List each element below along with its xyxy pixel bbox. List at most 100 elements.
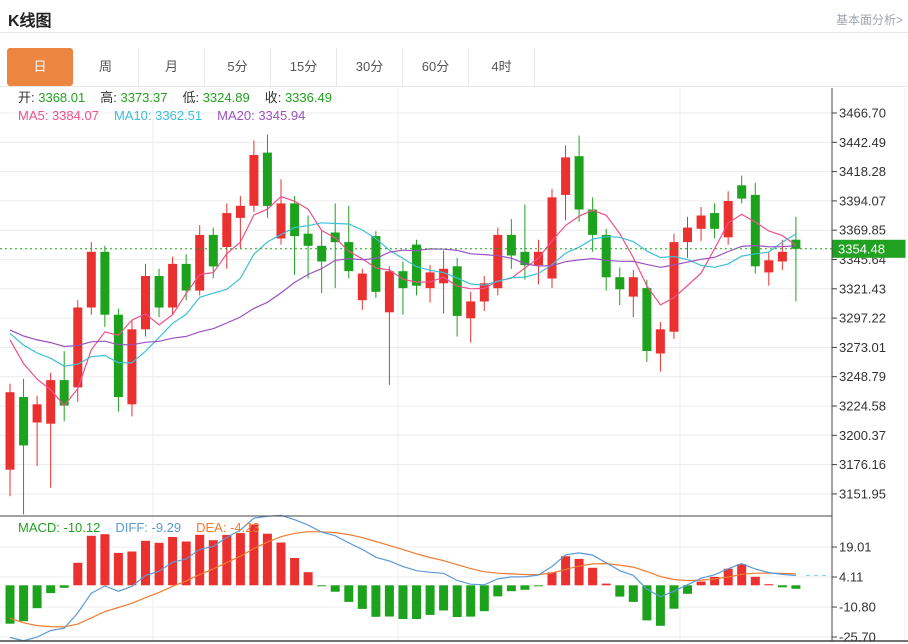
candle-down: [181, 263, 191, 291]
ma_bar-label: MA10:: [113, 108, 152, 123]
macd-histogram-bar: [777, 585, 787, 588]
macd-histogram-bar: [181, 541, 191, 586]
macd-histogram-bar: [479, 585, 489, 612]
fundamental-analysis-link[interactable]: 基本面分析>: [835, 13, 903, 27]
candle-up: [357, 273, 367, 301]
macd-histogram-bar: [669, 585, 679, 609]
candle-up: [683, 227, 692, 243]
macd-histogram-bar: [561, 556, 571, 586]
tab-period-7[interactable]: 4时: [469, 48, 535, 86]
macd-histogram-bar: [466, 585, 476, 617]
macd_bar-item: DEA: -4.23: [196, 520, 260, 535]
macd_bar-label: DIFF:: [115, 520, 148, 535]
macd_bar-label: DEA:: [196, 520, 227, 535]
info_bar-label: 开:: [18, 90, 35, 105]
ohlc-info-bar: 开: 3368.01 高: 3373.37 低: 3324.89 收: 3336.49: [18, 90, 347, 105]
macd-histogram-bar: [506, 585, 516, 592]
candle-down: [154, 276, 164, 308]
ma_bar-label: MA20:: [217, 108, 255, 123]
macd_bar-value: -9.29: [147, 520, 182, 535]
price-tick-label: 3297.22: [839, 311, 886, 326]
macd-histogram-bar: [655, 585, 665, 626]
macd-tick-label: -10.80: [839, 600, 876, 615]
macd-histogram-bar: [425, 585, 435, 615]
macd-histogram-bar: [5, 585, 15, 624]
macd-histogram-bar: [303, 572, 313, 586]
tab-period-6[interactable]: 60分: [403, 48, 469, 86]
price-tick-label: 3224.58: [839, 399, 886, 414]
candle-down: [59, 380, 69, 406]
macd-histogram-bar: [710, 576, 720, 586]
price-tick-label: 3369.85: [839, 223, 886, 238]
macd-histogram-bar: [86, 535, 96, 586]
macd-tick-label: 4.11: [839, 570, 863, 585]
page-header: K线图 基本面分析>: [0, 0, 908, 33]
macd-histogram-bar: [412, 585, 421, 619]
candle-down: [100, 251, 110, 315]
candle-down: [208, 234, 218, 267]
macd-histogram-bar: [330, 585, 340, 592]
macd-histogram-bar: [764, 584, 774, 586]
tab-label: 周: [98, 59, 112, 74]
tab-period-0[interactable]: 日: [7, 48, 73, 86]
macd-histogram-bar: [398, 585, 408, 619]
candle-up: [777, 251, 787, 262]
tab-label: 30分: [355, 59, 384, 74]
macd-histogram-bar: [642, 585, 652, 621]
macd-histogram-bar: [534, 585, 543, 587]
macd-histogram-bar: [127, 551, 137, 586]
price-tick-label: 3442.49: [839, 135, 886, 150]
candle-up: [628, 277, 638, 297]
info_bar-value: 3324.89: [199, 90, 250, 105]
price-tick-label: 3176.16: [839, 457, 886, 472]
macd-histogram-bar: [683, 585, 692, 594]
current-price-badge: [832, 239, 906, 258]
candle-down: [113, 314, 123, 397]
candle-up: [141, 276, 150, 330]
candle-down: [615, 277, 625, 290]
page-title: K线图: [8, 13, 52, 30]
macd-histogram-bar: [113, 552, 123, 586]
info_bar-label: 收:: [264, 90, 282, 105]
macd-histogram-bar: [276, 542, 286, 586]
ma_bar-item: MA20: 3345.94: [217, 108, 305, 123]
candle-down: [303, 233, 313, 246]
tab-period-4[interactable]: 15分: [271, 48, 337, 86]
macd-histogram-bar: [344, 585, 354, 602]
candle-down: [19, 397, 29, 446]
macd-histogram-bar: [317, 585, 327, 587]
macd-histogram-bar: [357, 585, 367, 609]
candle-down: [710, 213, 720, 229]
macd-histogram-bar: [141, 540, 150, 586]
info_bar-item: 收: 3336.49: [265, 90, 332, 105]
tab-label: 15分: [289, 59, 318, 74]
candle-down: [452, 266, 462, 316]
macd-histogram-bar: [262, 533, 272, 586]
info_bar-value: 3336.49: [281, 90, 332, 105]
ma_bar-value: 3345.94: [254, 108, 306, 123]
candle-up: [696, 215, 706, 229]
tab-period-1[interactable]: 周: [73, 48, 139, 86]
tab-label: 5分: [227, 59, 248, 74]
tab-label: 4时: [491, 59, 512, 74]
tab-period-3[interactable]: 5分: [205, 48, 271, 86]
ma5-line: [9, 195, 797, 407]
info_bar-item: 开: 3368.01: [18, 90, 85, 105]
dea-line: [9, 531, 796, 628]
candle-up: [425, 272, 435, 289]
macd-histogram-bar: [547, 572, 557, 586]
tab-bar-underline: [0, 86, 908, 87]
tab-label: 日: [33, 59, 47, 74]
candle-up: [46, 380, 56, 424]
tab-period-2[interactable]: 月: [139, 48, 205, 86]
candle-up: [723, 201, 733, 238]
info_bar-value: 3368.01: [34, 90, 86, 105]
candle-up: [73, 307, 83, 388]
candle-down: [317, 245, 327, 262]
macd-histogram-bar: [46, 585, 56, 594]
info_bar-label: 低:: [182, 90, 200, 105]
candle-down: [642, 288, 652, 351]
price-tick-label: 3151.95: [839, 486, 886, 501]
macd_bar-item: DIFF: -9.29: [115, 520, 181, 535]
tab-period-5[interactable]: 30分: [337, 48, 403, 86]
